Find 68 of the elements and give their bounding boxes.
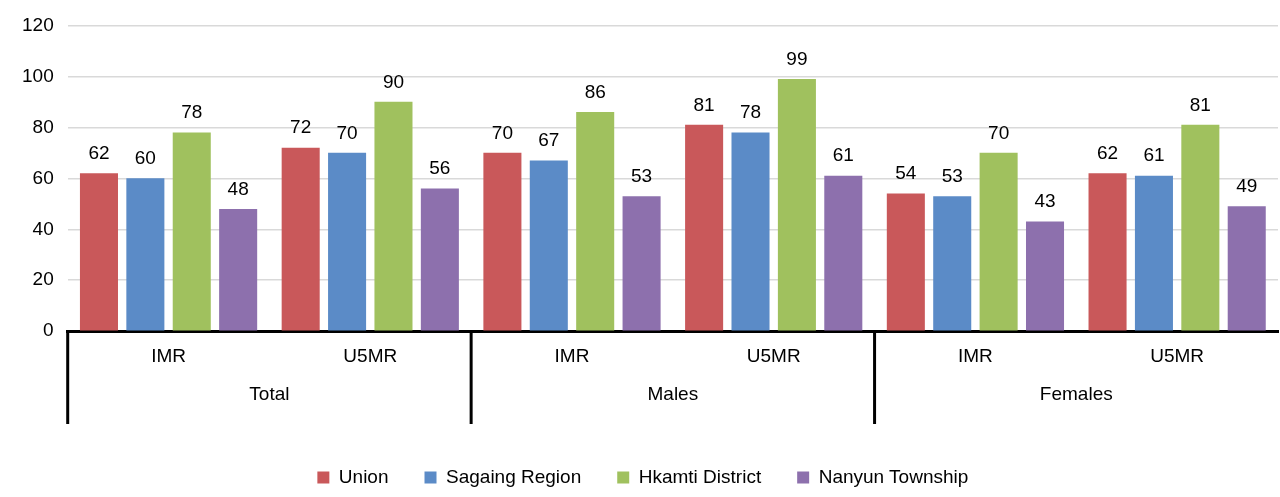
x-tick-label: U5MR bbox=[746, 344, 801, 366]
data-label: 53 bbox=[941, 164, 963, 186]
data-label: 90 bbox=[382, 70, 405, 92]
bar bbox=[1026, 221, 1065, 331]
text: Females bbox=[1039, 383, 1113, 405]
bar bbox=[374, 101, 413, 331]
data-label: 60 bbox=[134, 147, 156, 169]
text: Males bbox=[647, 383, 699, 405]
data-label: 62 bbox=[1096, 141, 1119, 163]
bar bbox=[622, 196, 661, 331]
data-label: 86 bbox=[584, 80, 606, 102]
data-label: 49 bbox=[1236, 175, 1258, 197]
bar bbox=[529, 160, 568, 331]
data-label: 81 bbox=[693, 93, 715, 115]
bar bbox=[576, 112, 615, 331]
bar bbox=[483, 152, 522, 331]
bar bbox=[1227, 206, 1266, 331]
bar bbox=[886, 193, 925, 331]
bar bbox=[1134, 175, 1173, 331]
y-tick-label: 0 bbox=[43, 319, 54, 341]
bar bbox=[172, 132, 211, 331]
bar bbox=[219, 208, 258, 331]
y-tick-label: 120 bbox=[22, 13, 54, 35]
bar bbox=[420, 188, 459, 331]
legend-label: Sagaing Region bbox=[446, 465, 582, 487]
bar bbox=[126, 178, 165, 331]
y-tick-label: 40 bbox=[32, 217, 54, 239]
bar bbox=[824, 175, 863, 331]
data-label: 78 bbox=[739, 101, 762, 123]
data-label: 61 bbox=[832, 144, 854, 166]
bar bbox=[731, 132, 770, 331]
data-label: 61 bbox=[1143, 144, 1165, 166]
data-label: 70 bbox=[491, 121, 513, 143]
bar bbox=[281, 147, 320, 331]
text: Total bbox=[249, 383, 290, 405]
data-label: 56 bbox=[429, 157, 451, 179]
bar bbox=[1088, 173, 1127, 331]
bar bbox=[979, 152, 1018, 331]
x-tick-label: U5MR bbox=[343, 344, 398, 366]
data-label: 53 bbox=[631, 164, 653, 186]
y-tick-label: 100 bbox=[22, 64, 54, 86]
data-label: 81 bbox=[1189, 93, 1211, 115]
data-label: 72 bbox=[290, 116, 312, 138]
bar bbox=[79, 173, 118, 331]
bar bbox=[1181, 124, 1220, 331]
data-label: 99 bbox=[786, 47, 808, 69]
y-tick-label: 20 bbox=[32, 268, 54, 290]
x-tick-label: IMR bbox=[958, 344, 993, 366]
bar bbox=[933, 196, 972, 331]
data-label: 62 bbox=[88, 141, 110, 163]
bar bbox=[328, 152, 367, 331]
data-label: 70 bbox=[336, 121, 358, 143]
data-label: 48 bbox=[227, 177, 249, 199]
legend-label: Union bbox=[338, 465, 389, 487]
legend-label: Nanyun Township bbox=[818, 465, 969, 487]
x-tick-label: U5MR bbox=[1150, 344, 1205, 366]
data-label: 78 bbox=[181, 101, 203, 123]
y-tick-label: 80 bbox=[32, 115, 54, 137]
y-tick-label: 60 bbox=[32, 166, 54, 188]
data-label: 54 bbox=[895, 162, 917, 184]
bar bbox=[685, 124, 724, 331]
x-tick-label: IMR bbox=[554, 344, 590, 366]
legend-label: Hkamti District bbox=[638, 465, 762, 487]
data-label: 70 bbox=[988, 121, 1010, 143]
data-label: 67 bbox=[538, 129, 560, 151]
x-tick-label: IMR bbox=[151, 344, 186, 366]
bar bbox=[777, 78, 816, 331]
data-label: 43 bbox=[1034, 190, 1056, 212]
